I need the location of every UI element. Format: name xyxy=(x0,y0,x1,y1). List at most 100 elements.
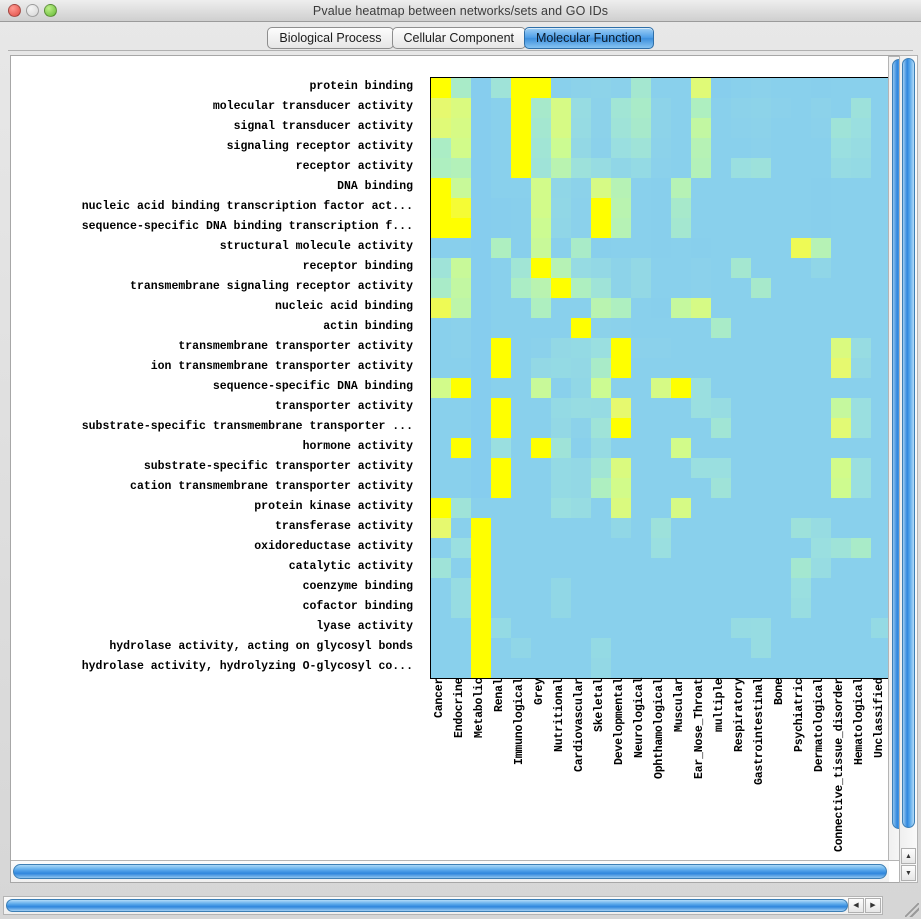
heatmap-cell[interactable] xyxy=(691,618,711,638)
heatmap-cell[interactable] xyxy=(451,278,471,298)
heatmap-cell[interactable] xyxy=(851,578,871,598)
heatmap-cell[interactable] xyxy=(451,358,471,378)
tab-molecular-function[interactable]: Molecular Function xyxy=(524,27,654,49)
heatmap-cell[interactable] xyxy=(571,558,591,578)
heatmap-cell[interactable] xyxy=(651,78,671,98)
heatmap-cell[interactable] xyxy=(451,298,471,318)
heatmap-cell[interactable] xyxy=(791,578,811,598)
heatmap-cell[interactable] xyxy=(831,278,851,298)
heatmap-cell[interactable] xyxy=(571,138,591,158)
heatmap-cell[interactable] xyxy=(471,78,491,98)
heatmap-cell[interactable] xyxy=(491,198,511,218)
heatmap-cell[interactable] xyxy=(591,418,611,438)
heatmap-cell[interactable] xyxy=(451,78,471,98)
heatmap-cell[interactable] xyxy=(451,418,471,438)
heatmap-cell[interactable] xyxy=(631,318,651,338)
heatmap-cell[interactable] xyxy=(571,478,591,498)
heatmap-cell[interactable] xyxy=(571,118,591,138)
heatmap-cell[interactable] xyxy=(751,658,771,678)
heatmap-cell[interactable] xyxy=(791,78,811,98)
heatmap-cell[interactable] xyxy=(811,278,831,298)
heatmap-cell[interactable] xyxy=(651,658,671,678)
heatmap-cell[interactable] xyxy=(751,378,771,398)
heatmap-cell[interactable] xyxy=(691,358,711,378)
heatmap-cell[interactable] xyxy=(731,658,751,678)
heatmap-cell[interactable] xyxy=(711,458,731,478)
heatmap-cell[interactable] xyxy=(771,458,791,478)
heatmap-cell[interactable] xyxy=(671,438,691,458)
heatmap-cell[interactable] xyxy=(511,558,531,578)
heatmap-cell[interactable] xyxy=(551,318,571,338)
heatmap-cell[interactable] xyxy=(731,138,751,158)
heatmap-cell[interactable] xyxy=(671,298,691,318)
heatmap-cell[interactable] xyxy=(851,358,871,378)
heatmap-cell[interactable] xyxy=(691,298,711,318)
heatmap-cell[interactable] xyxy=(851,278,871,298)
heatmap-cell[interactable] xyxy=(751,138,771,158)
heatmap-cell[interactable] xyxy=(451,338,471,358)
heatmap-cell[interactable] xyxy=(751,538,771,558)
heatmap-cell[interactable] xyxy=(791,258,811,278)
heatmap-cell[interactable] xyxy=(511,258,531,278)
heatmap-cell[interactable] xyxy=(711,98,731,118)
heatmap-cell[interactable] xyxy=(451,618,471,638)
heatmap-cell[interactable] xyxy=(551,198,571,218)
heatmap-cell[interactable] xyxy=(451,198,471,218)
heatmap-cell[interactable] xyxy=(611,658,631,678)
heatmap-cell[interactable] xyxy=(571,438,591,458)
heatmap-cell[interactable] xyxy=(791,138,811,158)
heatmap-cell[interactable] xyxy=(431,278,451,298)
heatmap-cell[interactable] xyxy=(631,438,651,458)
heatmap-cell[interactable] xyxy=(451,638,471,658)
heatmap-cell[interactable] xyxy=(651,418,671,438)
heatmap-cell[interactable] xyxy=(751,618,771,638)
heatmap-cell[interactable] xyxy=(871,318,889,338)
heatmap-cell[interactable] xyxy=(811,598,831,618)
heatmap-cell[interactable] xyxy=(531,258,551,278)
heatmap-cell[interactable] xyxy=(591,118,611,138)
heatmap-cell[interactable] xyxy=(831,518,851,538)
heatmap-cell[interactable] xyxy=(751,458,771,478)
heatmap-cell[interactable] xyxy=(551,578,571,598)
heatmap-cell[interactable] xyxy=(611,438,631,458)
resize-grip-icon[interactable] xyxy=(905,903,919,917)
heatmap-cell[interactable] xyxy=(691,158,711,178)
heatmap-cell[interactable] xyxy=(751,498,771,518)
heatmap-cell[interactable] xyxy=(431,78,451,98)
heatmap-cell[interactable] xyxy=(651,318,671,338)
heatmap-cell[interactable] xyxy=(551,78,571,98)
heatmap-cell[interactable] xyxy=(691,538,711,558)
heatmap-cell[interactable] xyxy=(571,618,591,638)
heatmap-cell[interactable] xyxy=(731,158,751,178)
heatmap-cell[interactable] xyxy=(591,658,611,678)
heatmap-cell[interactable] xyxy=(511,238,531,258)
heatmap-cell[interactable] xyxy=(811,658,831,678)
heatmap-cell[interactable] xyxy=(871,498,889,518)
heatmap-cell[interactable] xyxy=(551,138,571,158)
heatmap-cell[interactable] xyxy=(771,498,791,518)
heatmap-cell[interactable] xyxy=(831,398,851,418)
heatmap-cell[interactable] xyxy=(751,258,771,278)
heatmap-cell[interactable] xyxy=(671,358,691,378)
heatmap-cell[interactable] xyxy=(451,658,471,678)
heatmap-cell[interactable] xyxy=(571,318,591,338)
heatmap-cell[interactable] xyxy=(571,218,591,238)
heatmap-cell[interactable] xyxy=(831,218,851,238)
heatmap-cell[interactable] xyxy=(451,558,471,578)
heatmap-cell[interactable] xyxy=(611,138,631,158)
heatmap-cell[interactable] xyxy=(751,158,771,178)
window-horizontal-scroll-thumb[interactable] xyxy=(6,899,848,912)
heatmap-cell[interactable] xyxy=(851,598,871,618)
heatmap-cell[interactable] xyxy=(871,438,889,458)
heatmap-cell[interactable] xyxy=(771,138,791,158)
heatmap-cell[interactable] xyxy=(471,338,491,358)
heatmap-cell[interactable] xyxy=(611,538,631,558)
heatmap-cell[interactable] xyxy=(831,178,851,198)
heatmap-cell[interactable] xyxy=(831,538,851,558)
heatmap-cell[interactable] xyxy=(491,618,511,638)
heatmap-cell[interactable] xyxy=(551,438,571,458)
heatmap-cell[interactable] xyxy=(851,398,871,418)
heatmap-cell[interactable] xyxy=(511,278,531,298)
heatmap-cell[interactable] xyxy=(591,238,611,258)
heatmap-cell[interactable] xyxy=(831,198,851,218)
